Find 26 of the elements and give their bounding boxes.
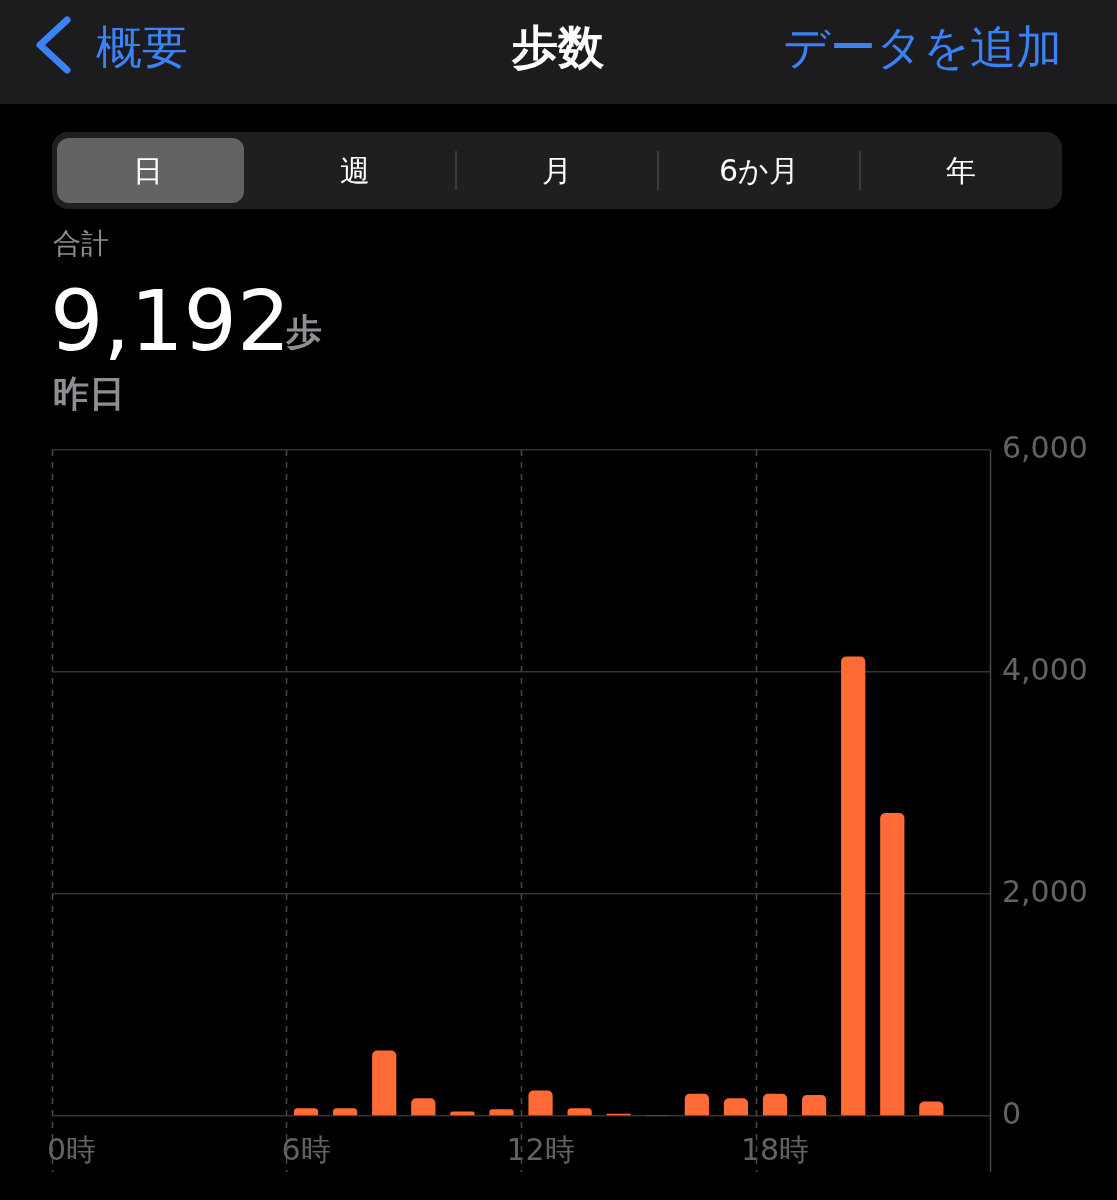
y-tick-label: 4,000 [1002, 651, 1088, 687]
text: 昨日 [53, 372, 125, 416]
bar [293, 1108, 319, 1116]
y-tick-label: 6,000 [1002, 429, 1088, 465]
bar [411, 1098, 436, 1116]
bar [333, 1108, 358, 1116]
segmented-control: 日 週 月 6か月 年 [52, 132, 1062, 209]
bar [372, 1050, 397, 1116]
bar [723, 1098, 749, 1116]
x-tick-label: 12時 [506, 1131, 575, 1167]
y-tick-label: 0 [1002, 1095, 1022, 1131]
bar [802, 1094, 827, 1116]
x-tick-label: 6時 [281, 1131, 331, 1167]
bar [528, 1090, 553, 1116]
bar [841, 656, 866, 1116]
y-tick-label: 2,000 [1002, 873, 1088, 909]
x-tick-label: 0時 [46, 1131, 97, 1167]
bar [762, 1093, 788, 1116]
bar [684, 1093, 709, 1116]
x-tick-label: 18時 [740, 1131, 810, 1167]
bar [919, 1101, 944, 1116]
text: 合計 [53, 226, 109, 262]
bar [567, 1108, 592, 1116]
bar [880, 812, 905, 1116]
bar [489, 1109, 514, 1116]
chart-title: 歩数 [512, 19, 604, 76]
